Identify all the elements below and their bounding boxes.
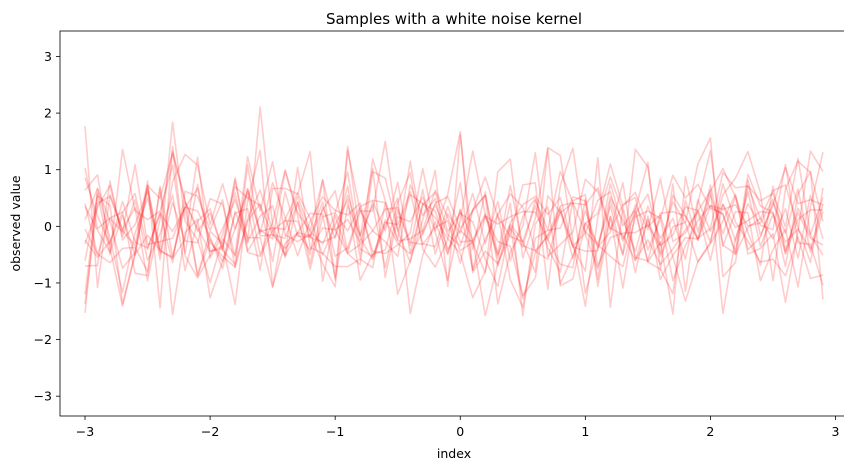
series-layer — [84, 106, 824, 317]
x-axis: −3 −2 −1 0 1 2 3 — [76, 416, 840, 439]
x-tick-label: 3 — [832, 424, 840, 439]
plot-frame — [59, 30, 844, 417]
series-line-1 — [84, 126, 824, 317]
series-line-2 — [84, 137, 824, 317]
x-tick-label: 2 — [706, 424, 714, 439]
series-line-9 — [84, 153, 824, 309]
x-tick-label: 0 — [456, 424, 464, 439]
series-line-10 — [84, 145, 824, 309]
chart-title: Samples with a white noise kernel — [326, 10, 582, 28]
x-tick-label: −2 — [201, 424, 219, 439]
y-tick-label: 3 — [44, 49, 52, 64]
series-line-8 — [84, 151, 824, 305]
series-line-13 — [84, 181, 824, 270]
y-tick-label: 2 — [44, 106, 52, 121]
series-line-14 — [84, 177, 824, 272]
y-tick-label: 0 — [44, 219, 52, 234]
y-axis: −3 −2 −1 0 1 2 3 — [34, 49, 60, 404]
series-line-11 — [84, 156, 823, 307]
series-line-3 — [84, 106, 824, 296]
y-axis-label: observed value — [8, 175, 23, 271]
series-line-6 — [84, 150, 824, 316]
x-tick-label: −3 — [76, 424, 94, 439]
x-tick-label: −1 — [326, 424, 344, 439]
series-line-5 — [84, 121, 824, 302]
y-tick-label: 1 — [44, 162, 52, 177]
series-line-7 — [84, 146, 824, 307]
y-tick-label: −2 — [34, 332, 52, 347]
series-line-4 — [84, 130, 824, 314]
x-tick-label: 1 — [581, 424, 589, 439]
y-tick-label: −3 — [34, 389, 52, 404]
series-line-12 — [84, 176, 824, 281]
x-axis-label: index — [437, 446, 471, 461]
y-tick-label: −1 — [34, 275, 52, 290]
series-line-15 — [84, 179, 824, 272]
